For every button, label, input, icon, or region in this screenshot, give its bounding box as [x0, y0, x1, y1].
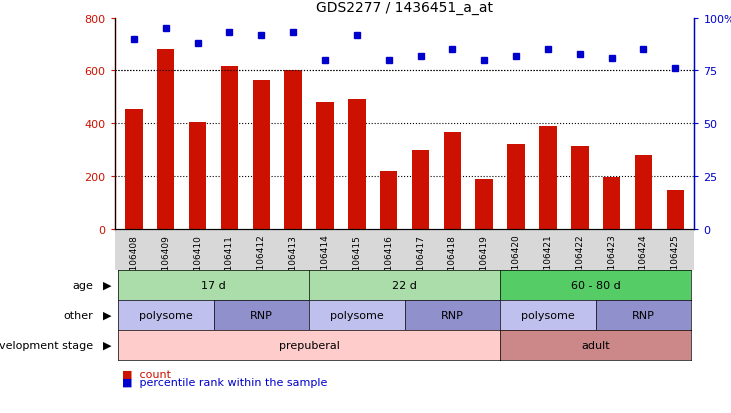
Text: polysome: polysome — [330, 310, 384, 320]
Text: 22 d: 22 d — [392, 280, 417, 290]
Bar — [412, 150, 429, 229]
Bar — [507, 145, 525, 229]
Text: adult: adult — [581, 340, 610, 350]
Bar — [157, 50, 175, 229]
Bar — [348, 100, 366, 229]
Text: age: age — [72, 280, 93, 290]
Bar — [603, 178, 621, 229]
Text: polysome: polysome — [139, 310, 192, 320]
Text: RNP: RNP — [250, 310, 273, 320]
Bar — [189, 123, 206, 229]
Bar — [284, 71, 302, 229]
Text: other: other — [63, 310, 93, 320]
Bar — [317, 103, 334, 229]
Bar — [125, 109, 143, 229]
Bar — [667, 190, 684, 229]
Text: ■  percentile rank within the sample: ■ percentile rank within the sample — [122, 377, 327, 387]
Bar — [635, 156, 652, 229]
Text: 60 - 80 d: 60 - 80 d — [571, 280, 621, 290]
Bar — [475, 179, 493, 229]
Text: RNP: RNP — [441, 310, 464, 320]
Text: prepuberal: prepuberal — [279, 340, 339, 350]
Text: ▶: ▶ — [102, 280, 111, 290]
Bar — [221, 67, 238, 229]
Title: GDS2277 / 1436451_a_at: GDS2277 / 1436451_a_at — [316, 1, 493, 15]
Text: 17 d: 17 d — [201, 280, 226, 290]
Bar — [252, 81, 270, 229]
Text: development stage: development stage — [0, 340, 93, 350]
Text: ■  count: ■ count — [122, 368, 171, 378]
Bar — [380, 171, 398, 229]
Text: polysome: polysome — [521, 310, 575, 320]
Bar — [571, 146, 588, 229]
Bar — [444, 133, 461, 229]
Bar — [539, 126, 557, 229]
Text: RNP: RNP — [632, 310, 655, 320]
Text: ▶: ▶ — [102, 340, 111, 350]
Text: ▶: ▶ — [102, 310, 111, 320]
